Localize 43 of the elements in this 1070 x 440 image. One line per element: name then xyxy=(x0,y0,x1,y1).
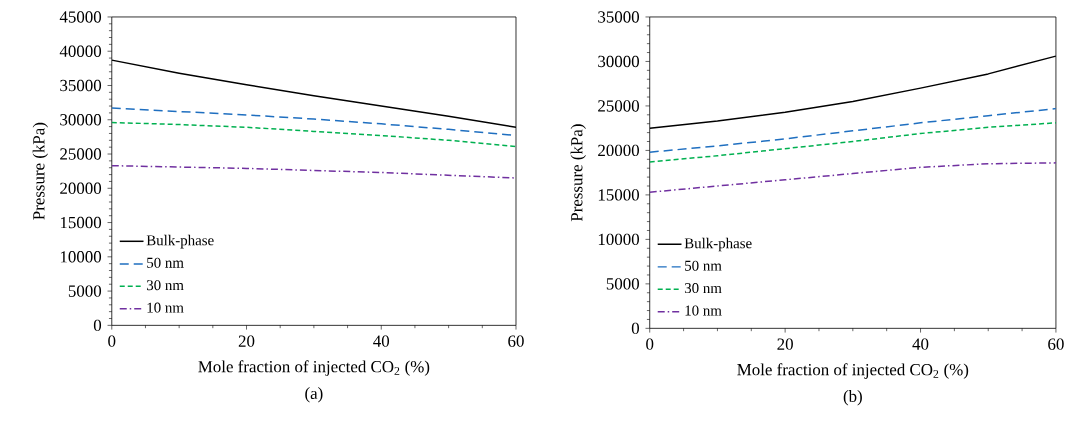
y-tick-label: 10000 xyxy=(598,233,640,246)
legend-label: Bulk-phase xyxy=(146,234,214,249)
legend-label: Bulk-phase xyxy=(684,237,752,252)
y-tick-label: 0 xyxy=(631,322,640,334)
y-tick-label: 15000 xyxy=(598,189,640,201)
y-tick-label: 40000 xyxy=(59,45,102,57)
y-tick-label: 0 xyxy=(93,319,102,331)
line-series xyxy=(649,162,1056,193)
y-tick-label: 25000 xyxy=(598,100,640,112)
x-tick-label: 60 xyxy=(1048,338,1064,350)
x-tick-label: 20 xyxy=(777,338,793,350)
x-tick-label: 40 xyxy=(912,338,929,350)
y-tick-label: 45000 xyxy=(59,11,102,23)
legend-label: 50 nm xyxy=(685,260,722,271)
legend-label: 30 nm xyxy=(146,280,184,291)
text: (a) xyxy=(305,387,323,403)
text: (b) xyxy=(843,390,862,406)
x-axis-title: Mole fraction of injected CO$_{2}$ (%) xyxy=(737,363,969,379)
line-series xyxy=(649,107,1056,153)
legend-label: 10 nm xyxy=(147,302,184,313)
legend-label: 30 nm xyxy=(684,283,722,294)
x-tick-label: 20 xyxy=(238,335,255,347)
y-tick-label: 5000 xyxy=(68,285,102,297)
legend-label: 10 nm xyxy=(685,305,722,316)
y-tick-label: 15000 xyxy=(60,216,102,229)
y-tick-label: 35000 xyxy=(598,11,640,23)
x-tick-label: 40 xyxy=(373,335,390,347)
y-tick-label: 20000 xyxy=(598,144,640,157)
y-tick-label: 5000 xyxy=(606,278,640,290)
y-tick-label: 30000 xyxy=(598,55,640,68)
y-axis-title: Pressure (kPa) xyxy=(32,122,48,220)
x-tick-label: 0 xyxy=(108,335,116,347)
x-tick-label: 60 xyxy=(508,335,524,347)
x-tick-label: 0 xyxy=(646,338,654,350)
y-tick-label: 10000 xyxy=(60,251,102,263)
y-axis-title: Pressure (kPa) xyxy=(570,124,586,222)
line-series xyxy=(111,121,516,148)
legend-label: 50 nm xyxy=(147,257,184,268)
y-tick-label: 30000 xyxy=(60,113,102,126)
x-axis-title: Mole fraction of injected CO$_{2}$ (%) xyxy=(198,360,430,376)
y-tick-label: 20000 xyxy=(60,182,102,194)
y-tick-label: 25000 xyxy=(60,148,102,160)
y-tick-label: 35000 xyxy=(60,79,102,92)
